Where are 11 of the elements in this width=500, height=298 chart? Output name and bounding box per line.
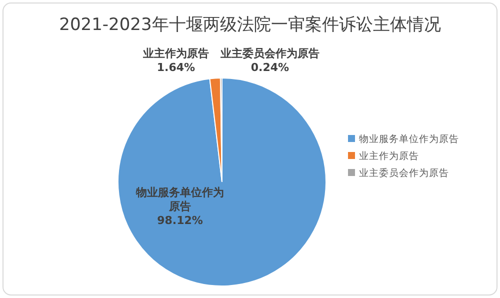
legend-label: 物业服务单位作为原告 (359, 133, 459, 145)
legend-label: 业主作为原告 (359, 150, 419, 162)
data-label: 1.64% (156, 61, 196, 74)
slice-label: 业主作为原告 (142, 47, 209, 60)
slice-label: 物业服务单位作为原告 (135, 186, 224, 213)
legend-label: 业主委员会作为原告 (359, 167, 449, 179)
slice-label: 业主委员会作为原告 (220, 47, 320, 60)
chart-title: 2021-2023年十堰两级法院一审案件诉讼主体情况 (59, 15, 441, 35)
pie-slice (118, 78, 326, 286)
data-label: 0.24% (250, 61, 290, 74)
data-label: 98.12% (157, 214, 203, 227)
